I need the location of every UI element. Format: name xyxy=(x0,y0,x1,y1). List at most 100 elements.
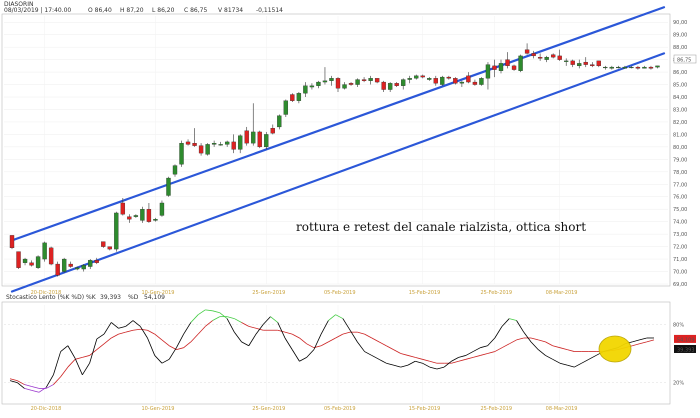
candle-body xyxy=(342,84,347,89)
stoch-d-line-segment xyxy=(60,366,69,378)
candle xyxy=(590,62,595,68)
stoch-k-line-segment xyxy=(53,351,62,375)
candle-body xyxy=(35,256,41,268)
candle-body xyxy=(492,65,497,70)
stoch-k-line-segment xyxy=(501,318,510,327)
candle xyxy=(537,53,543,61)
stoch-k-line-segment xyxy=(197,309,206,316)
symbol-label: DIASORIN xyxy=(4,1,33,8)
stoch-k-line-segment xyxy=(349,330,358,343)
stoch-d-line-segment xyxy=(400,353,409,356)
candle xyxy=(603,65,608,70)
candle xyxy=(61,257,67,273)
candle xyxy=(335,77,341,93)
candle xyxy=(348,82,354,86)
candle-body xyxy=(433,78,438,84)
candle xyxy=(48,246,54,266)
stoch-k-line-segment xyxy=(487,337,496,347)
stoch-k-line-segment xyxy=(458,355,466,358)
stoch-d-line-segment xyxy=(639,341,647,345)
candle xyxy=(159,200,165,217)
stoch-k-line-segment xyxy=(168,347,177,360)
stoch-d-line-segment xyxy=(364,333,372,339)
price-y-tick: 88,00 xyxy=(673,45,687,51)
stoch-d-line-segment xyxy=(147,329,155,335)
stoch-k-line-segment xyxy=(386,362,394,366)
candle xyxy=(81,264,86,272)
candle xyxy=(368,75,373,85)
candle xyxy=(16,251,21,270)
candle xyxy=(381,80,386,93)
stoch-d-line-segment xyxy=(118,331,126,335)
candle xyxy=(459,80,465,88)
candle xyxy=(407,75,412,84)
candle-body xyxy=(211,142,217,145)
candle xyxy=(414,74,419,80)
candle xyxy=(329,75,334,86)
stoch-k-line-segment xyxy=(154,355,163,364)
low-value: L 86,20 xyxy=(152,7,175,14)
stoch-k-value: 39,393 xyxy=(100,294,121,301)
candle-body xyxy=(479,78,484,85)
candle-body xyxy=(524,49,530,54)
candle-body xyxy=(251,131,256,144)
stoch-d-line-segment xyxy=(567,349,575,352)
candle-body xyxy=(387,83,393,90)
stoch-k-line-segment xyxy=(125,320,134,327)
candle xyxy=(68,261,73,268)
stoch-d-line-segment xyxy=(393,349,401,354)
candle-body xyxy=(453,78,458,84)
candle xyxy=(42,241,47,262)
stoch-k-line-segment xyxy=(537,349,546,356)
candle-body xyxy=(224,141,230,145)
price-y-tick: 69,00 xyxy=(673,282,687,288)
candle-body xyxy=(303,85,308,94)
candle xyxy=(511,64,517,71)
candle xyxy=(427,77,432,81)
candle xyxy=(179,140,184,167)
candle-body xyxy=(550,54,556,58)
stoch-k-line-segment xyxy=(212,310,220,314)
stoch-d-line-segment xyxy=(89,349,98,356)
stoch-d-line-segment xyxy=(67,359,76,368)
candle xyxy=(75,266,80,271)
stoch-k-line-segment xyxy=(284,337,293,350)
stoch-k-last-tag: 39,393 xyxy=(677,347,695,353)
stoch-d-line-segment xyxy=(646,339,655,343)
stoch-d-line-segment xyxy=(154,333,163,341)
stoch-x-axis: 20-Dic-2018 10-Gen-2019 25-Gen-2019 05-Feb-… xyxy=(31,406,578,412)
candle-body xyxy=(544,56,549,60)
candle-body xyxy=(459,81,465,84)
candle-body xyxy=(564,60,569,62)
stoch-k-last-tag-box xyxy=(674,344,696,353)
stoch-d-line-segment xyxy=(516,337,524,341)
candle xyxy=(609,65,615,70)
candle xyxy=(518,54,523,73)
candle xyxy=(583,57,588,68)
stoch-d-line-segment xyxy=(487,351,495,354)
candle-body xyxy=(140,209,145,221)
candle xyxy=(55,261,60,277)
stoch-d-line-segment xyxy=(559,347,568,351)
stoch-k-line-segment xyxy=(472,347,481,352)
stoch-d-line-segment xyxy=(501,343,510,349)
candle xyxy=(166,176,171,197)
candle xyxy=(283,99,289,117)
stoch-k-line-segment xyxy=(509,318,517,321)
candle-body xyxy=(498,63,504,71)
candle-body xyxy=(16,251,21,268)
candle xyxy=(316,80,321,89)
volume-value: V 81734 xyxy=(218,7,243,14)
stoch-k-line-segment xyxy=(219,312,228,319)
stoch-d-line-segment xyxy=(335,333,344,339)
stoch-k-line-segment xyxy=(67,345,76,359)
candles xyxy=(9,43,660,277)
stoch-k-line-segment xyxy=(233,331,242,343)
candle-body xyxy=(374,78,380,83)
candle-body xyxy=(231,141,236,150)
stoch-k-line-segment xyxy=(111,322,119,329)
stoch-d-line-segment xyxy=(552,345,561,349)
stoch-k-line-segment xyxy=(313,333,322,350)
candle-body xyxy=(511,65,517,70)
